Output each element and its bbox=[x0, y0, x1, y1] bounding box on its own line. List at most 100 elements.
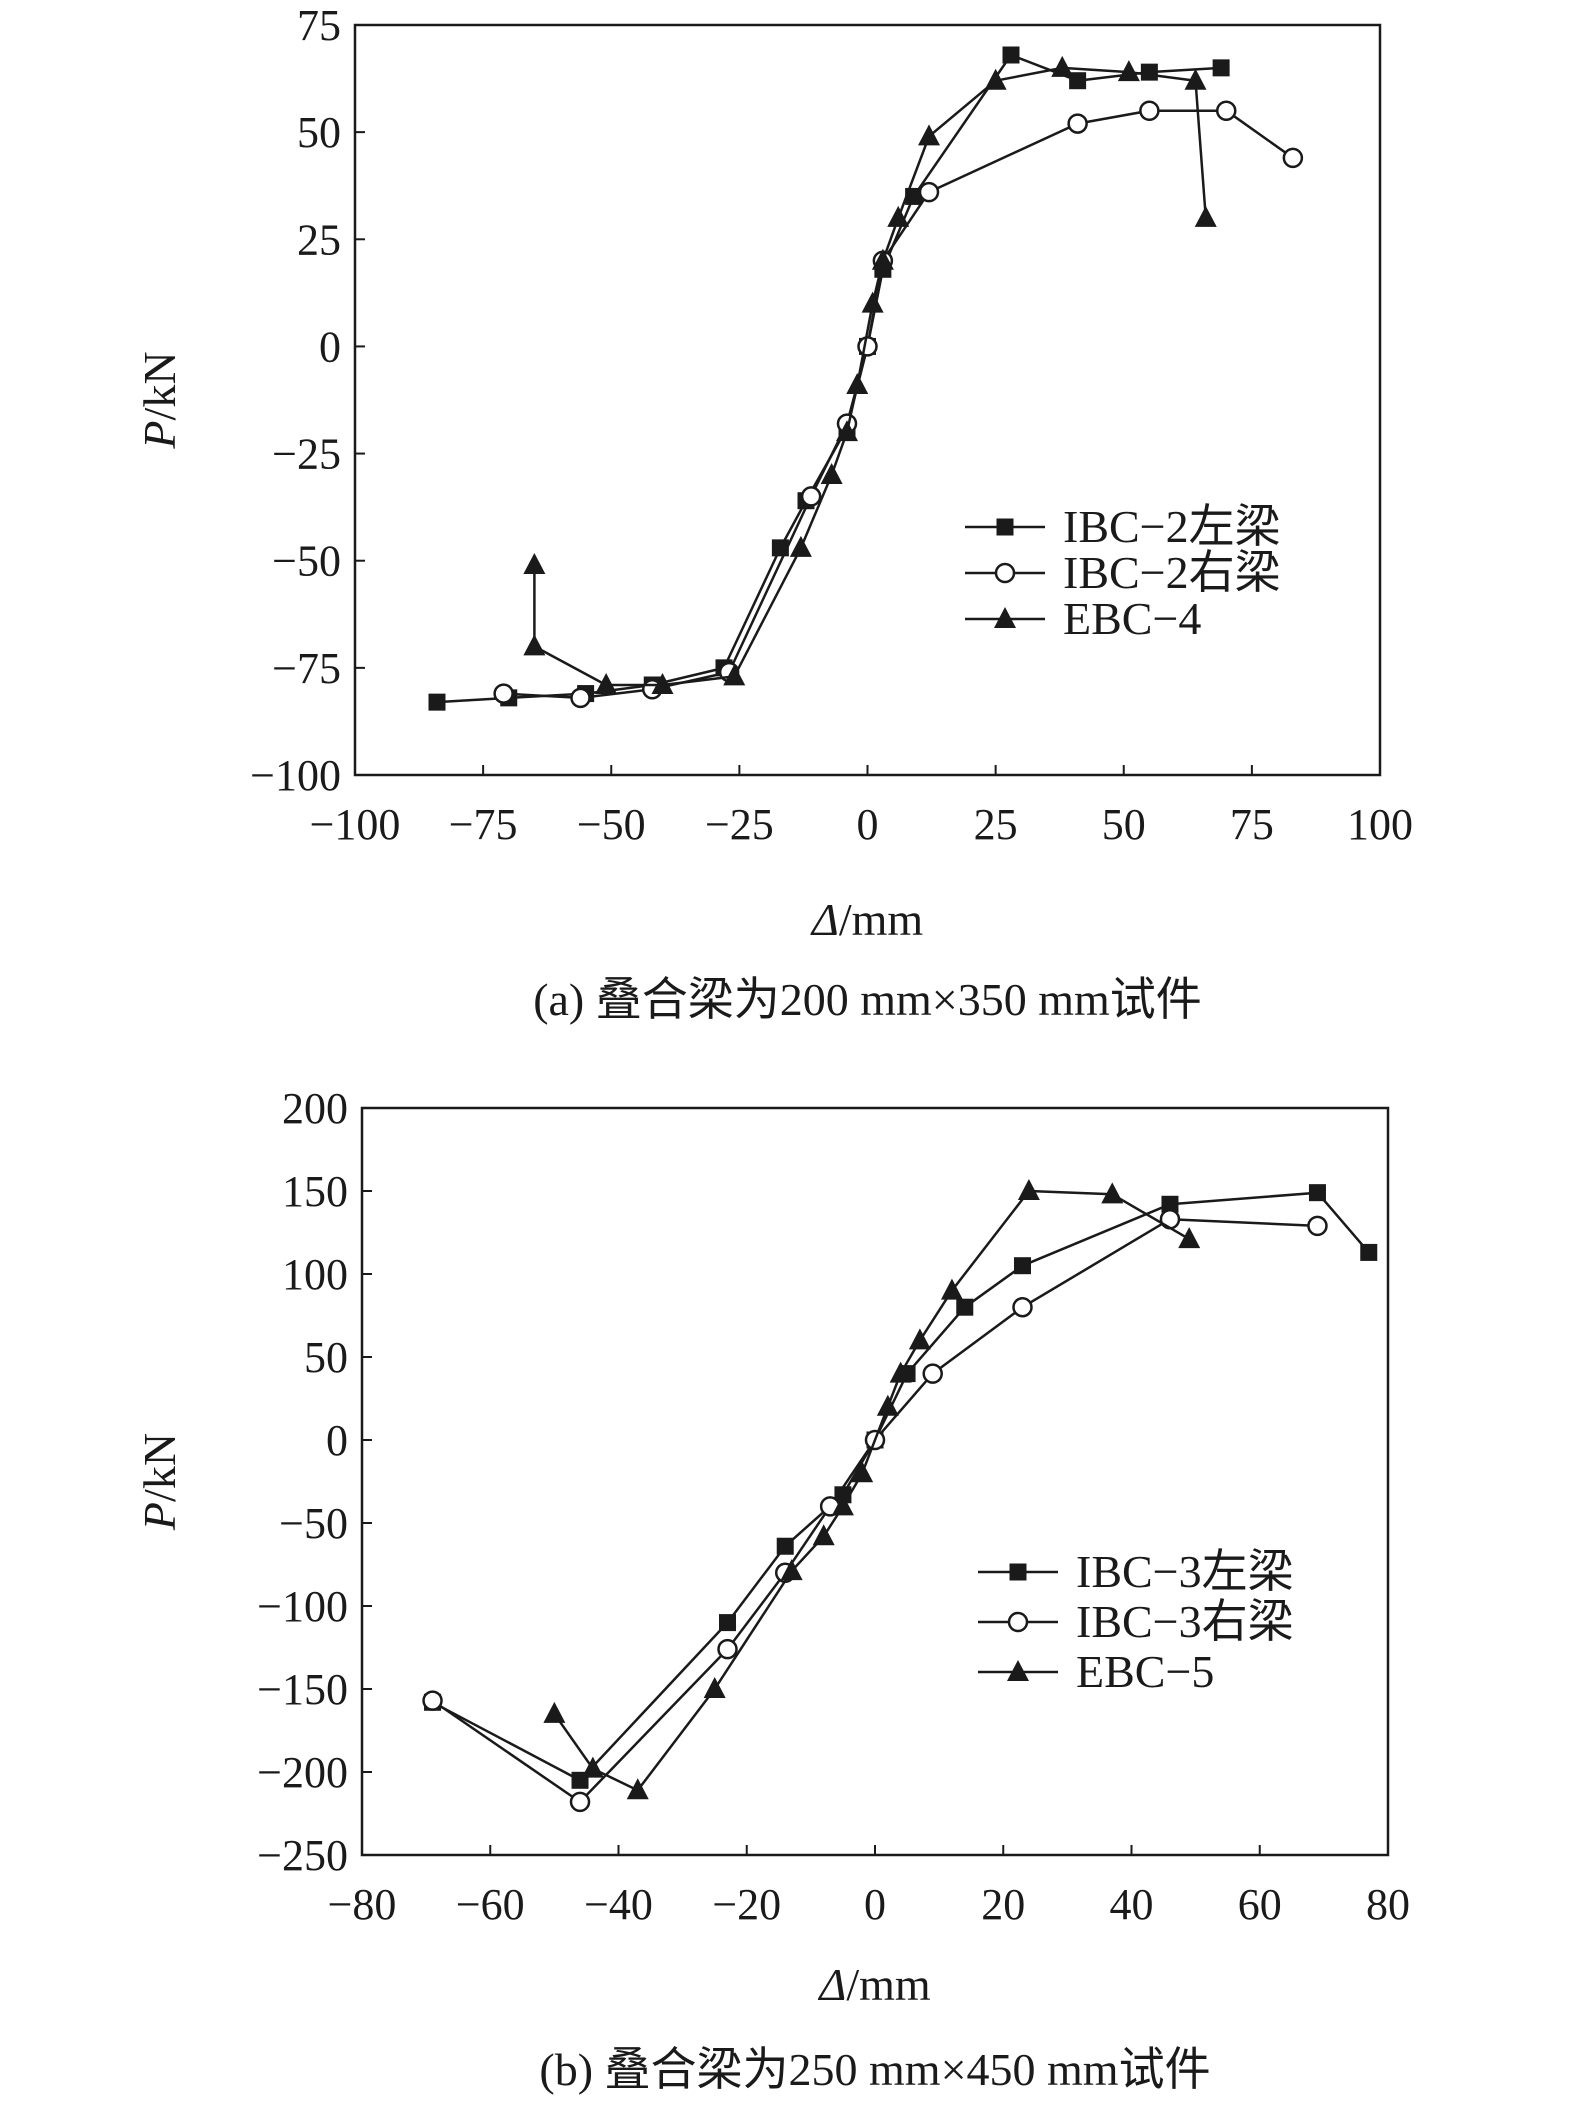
data-point bbox=[871, 248, 894, 270]
data-point bbox=[1194, 205, 1217, 227]
data-point bbox=[1069, 72, 1087, 90]
legend-marker bbox=[1007, 1611, 1029, 1633]
y-tick-label: −25 bbox=[272, 430, 341, 479]
y-tick-label: 100 bbox=[282, 1250, 348, 1299]
x-tick-label: 75 bbox=[1230, 800, 1274, 849]
chart-b: −80 −60 −40 −20 0 20 40 60 80−250−200−150−100−50… bbox=[134, 1084, 1410, 2095]
y-tick-label: 50 bbox=[304, 1333, 348, 1382]
data-point bbox=[918, 124, 940, 146]
y-tick-label: −100 bbox=[250, 751, 341, 800]
series-line bbox=[431, 1191, 1370, 1782]
x-tick-label: −40 bbox=[584, 1880, 653, 1929]
data-point bbox=[723, 664, 746, 686]
data-point bbox=[836, 420, 858, 442]
data-point bbox=[922, 1363, 943, 1384]
data-point bbox=[523, 634, 546, 656]
data-point bbox=[780, 1559, 803, 1581]
y-tick-label: 0 bbox=[326, 1416, 348, 1465]
data-point bbox=[820, 463, 843, 484]
legend-entry: IBC−3右梁 bbox=[978, 1596, 1294, 1647]
data-point bbox=[719, 1614, 737, 1632]
data-point bbox=[1184, 68, 1207, 90]
series-line bbox=[553, 1189, 1190, 1792]
plot-frame bbox=[353, 23, 1382, 777]
data-point bbox=[908, 1328, 931, 1350]
x-tick-label: 40 bbox=[1110, 1880, 1154, 1929]
y-tick-label: −50 bbox=[272, 537, 341, 586]
y-axis-label: P/kN bbox=[134, 1433, 185, 1531]
y-tick-label: 75 bbox=[297, 1, 341, 50]
y-tick-label: 150 bbox=[282, 1167, 348, 1216]
chart-a: −100 −75 −50 −25 0 25 50 75 100 −100 −75 −50 −25 0 25 5… bbox=[134, 1, 1413, 1025]
legend-marker bbox=[1007, 1660, 1029, 1681]
x-tick-label: 80 bbox=[1366, 1880, 1410, 1929]
data-point bbox=[1140, 63, 1158, 81]
data-point bbox=[717, 1638, 738, 1660]
x-tick-label: 20 bbox=[981, 1880, 1025, 1929]
series-3 bbox=[543, 1179, 1201, 1800]
series-line bbox=[431, 1217, 1318, 1804]
x-tick-label: −100 bbox=[310, 800, 401, 849]
data-point bbox=[1161, 1195, 1179, 1213]
data-point bbox=[1282, 147, 1304, 169]
y-tick-label: 0 bbox=[319, 322, 341, 371]
data-point bbox=[1051, 55, 1074, 77]
x-axis-label: Δ/mm bbox=[817, 1959, 931, 2010]
x-tick-label: 0 bbox=[864, 1880, 886, 1929]
data-point bbox=[1360, 1243, 1378, 1261]
data-point bbox=[831, 1494, 854, 1516]
data-point bbox=[651, 673, 674, 694]
data-point bbox=[857, 336, 878, 357]
legend-label: IBC−2左梁 bbox=[1063, 501, 1281, 552]
x-tick-label: −20 bbox=[712, 1880, 781, 1929]
legend-marker bbox=[994, 562, 1016, 584]
legend-entry: IBC−2左梁 bbox=[965, 501, 1281, 552]
data-point bbox=[1017, 1179, 1040, 1200]
data-point bbox=[493, 683, 514, 704]
data-point bbox=[703, 1677, 726, 1698]
series-3 bbox=[523, 55, 1217, 694]
data-point bbox=[1216, 100, 1237, 121]
x-tick-label: 25 bbox=[974, 800, 1018, 849]
legend-label: IBC−3右梁 bbox=[1076, 1596, 1294, 1647]
data-point bbox=[812, 1524, 835, 1546]
data-point bbox=[984, 68, 1007, 90]
legend-marker bbox=[996, 518, 1014, 536]
data-point bbox=[1101, 1182, 1124, 1204]
y-tick-label: −250 bbox=[257, 1831, 348, 1880]
legend-label: IBC−3左梁 bbox=[1076, 1546, 1294, 1597]
data-point bbox=[1002, 46, 1020, 64]
data-point bbox=[918, 181, 940, 203]
legend-marker bbox=[994, 607, 1016, 628]
data-point bbox=[887, 205, 910, 227]
plot-frame bbox=[360, 1106, 1390, 1857]
y-axis-unit: /kN bbox=[134, 1433, 185, 1502]
y-tick-label: 50 bbox=[297, 108, 341, 157]
legend-label: EBC−4 bbox=[1063, 593, 1201, 644]
x-tick-label: 100 bbox=[1347, 800, 1413, 849]
y-axis-unit: /kN bbox=[134, 351, 185, 420]
x-axis-unit: /mm bbox=[846, 1959, 931, 2010]
data-point bbox=[800, 486, 822, 507]
data-point bbox=[776, 1537, 794, 1555]
x-axis-symbol: Δ bbox=[810, 894, 839, 945]
data-point bbox=[1307, 1215, 1328, 1237]
x-tick-label: −25 bbox=[705, 800, 774, 849]
legend-entry: EBC−5 bbox=[978, 1646, 1214, 1697]
data-point bbox=[851, 1461, 874, 1483]
y-tick-label: 25 bbox=[297, 215, 341, 264]
data-point bbox=[1178, 1227, 1201, 1249]
data-point bbox=[1212, 59, 1230, 77]
x-tick-label: −75 bbox=[449, 800, 518, 849]
x-tick-label: −50 bbox=[577, 800, 646, 849]
y-tick-label: −100 bbox=[257, 1582, 348, 1631]
x-tick-label: 50 bbox=[1102, 800, 1146, 849]
data-point bbox=[581, 1756, 604, 1778]
data-point bbox=[1067, 113, 1088, 134]
data-point bbox=[1012, 1296, 1033, 1318]
x-axis-unit: /mm bbox=[839, 894, 924, 945]
data-point bbox=[523, 553, 546, 574]
x-tick-label: 60 bbox=[1238, 1880, 1282, 1929]
data-point bbox=[428, 693, 446, 711]
series-1 bbox=[424, 1184, 1378, 1789]
